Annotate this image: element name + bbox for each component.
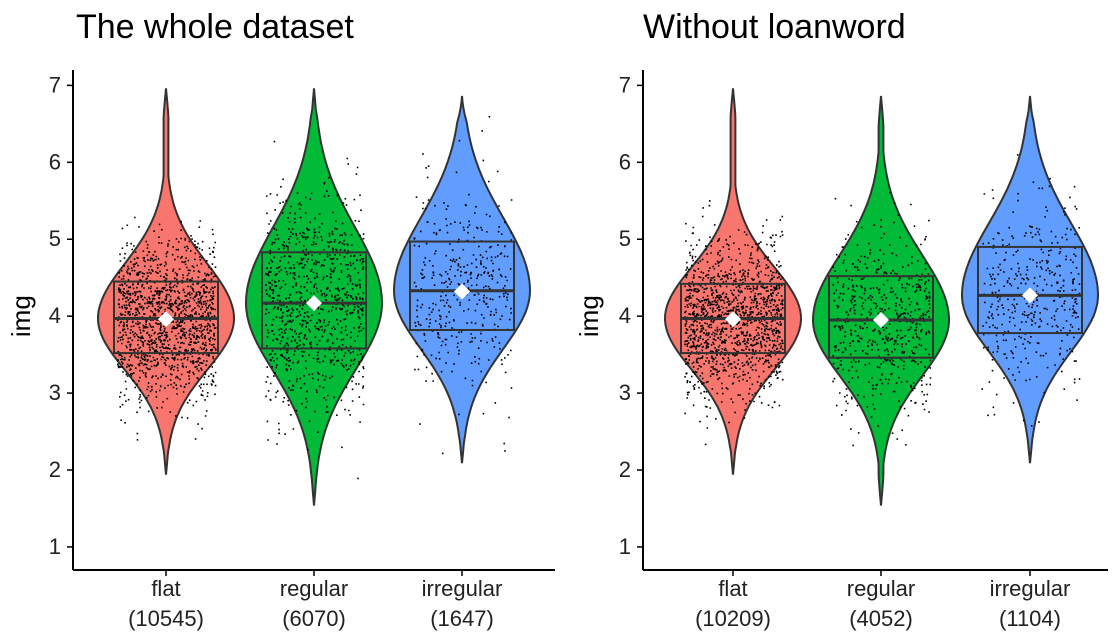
box-regular (261, 251, 367, 350)
chart-panel-2: Without loanword img 1 2 3 4 5 6 7 flat (10209) reg… (574, 8, 1108, 631)
group-irregular: irregular (1104) (960, 95, 1100, 631)
y-tick-label: 1 (619, 534, 631, 559)
mean-marker-regular (873, 312, 889, 328)
x-tick-label: regular (847, 576, 915, 601)
x-tick-label: flat (151, 576, 180, 601)
box-irregular (977, 245, 1083, 335)
box-regular (828, 275, 934, 359)
x-tick-count-label: (10545) (128, 606, 204, 631)
x-tick-label: regular (280, 576, 348, 601)
x-tick-label: irregular (990, 576, 1071, 601)
group-regular: regular (4052) (811, 95, 951, 631)
mean-marker-irregular (1022, 287, 1038, 304)
jitter-points-regular (265, 140, 365, 480)
violin-flat (663, 88, 803, 475)
y-axis-label: img (574, 295, 604, 337)
group-regular: regular (6070) (244, 88, 384, 631)
y-tick-label: 3 (619, 380, 631, 405)
group-flat: flat (10545) (96, 88, 236, 631)
x-tick-count-label: (4052) (849, 606, 913, 631)
y-tick-label: 2 (619, 457, 631, 482)
x-tick-count-label: (10209) (695, 606, 771, 631)
x-tick-count-label: (1104) (999, 606, 1061, 631)
x-tick-label: flat (718, 576, 747, 601)
jitter-points-flat (117, 216, 217, 441)
chart-title: The whole dataset (76, 8, 354, 46)
mean-marker-irregular (454, 283, 470, 300)
y-tick-label: 7 (49, 72, 61, 97)
box-irregular (409, 240, 515, 332)
y-tick-label: 4 (619, 303, 631, 328)
y-axis-label: img (6, 295, 36, 337)
violin-regular (811, 95, 951, 506)
y-tick-label: 6 (619, 149, 631, 174)
chart-title: Without loanword (643, 8, 906, 46)
y-tick-label: 7 (619, 72, 631, 97)
chart-panel-1: The whole dataset img 1 2 3 4 5 6 7 flat (10545) re… (6, 8, 555, 631)
y-tick-label: 5 (49, 226, 61, 251)
jitter-points-irregular (981, 154, 1081, 427)
y-tick-label: 3 (49, 380, 61, 405)
x-tick-label: irregular (422, 576, 503, 601)
y-tick-label: 5 (619, 226, 631, 251)
mean-marker-regular (306, 295, 322, 312)
y-tick-label: 6 (49, 149, 61, 174)
x-tick-count-label: (6070) (282, 606, 346, 631)
mean-marker-flat (158, 311, 174, 328)
violin-irregular (392, 95, 532, 464)
violin-irregular (960, 95, 1100, 464)
y-tick-label: 4 (49, 303, 61, 328)
jitter-points-flat (684, 200, 784, 446)
group-flat: flat (10209) (663, 88, 803, 631)
mean-marker-flat (725, 311, 741, 328)
group-irregular: irregular (1647) (392, 95, 532, 631)
y-tick-label: 1 (49, 534, 61, 559)
x-tick-count-label: (1647) (430, 606, 494, 631)
y-tick-label: 2 (49, 457, 61, 482)
